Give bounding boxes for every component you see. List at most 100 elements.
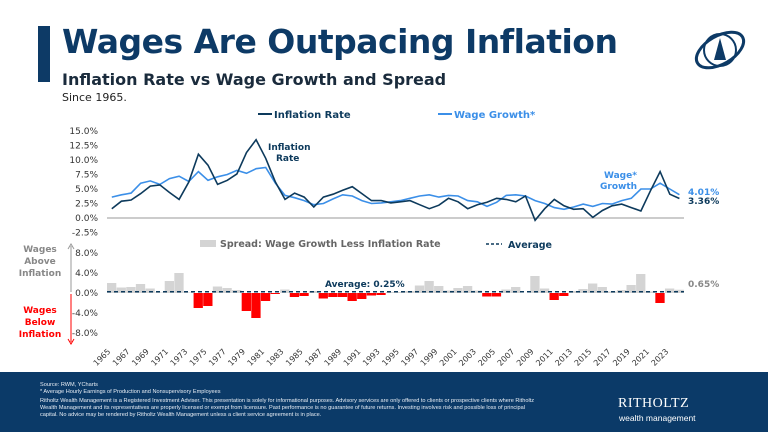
spread-bar [193, 293, 203, 308]
spread-bar [395, 292, 405, 293]
x-tick-label: 2019 [611, 347, 632, 368]
spread-bar [462, 286, 473, 293]
x-tick-label: 1969 [130, 347, 151, 368]
wages-above-label: Above [24, 257, 56, 267]
spread-bar [664, 288, 675, 293]
x-tick-label: 2005 [476, 347, 497, 368]
x-tick-label: 1993 [361, 347, 382, 368]
spread-last-label: 0.65% [688, 280, 719, 290]
spread-bar [337, 293, 348, 297]
spread-bar [318, 293, 328, 299]
footer: Source: RWM, YCharts * Average Hourly Ear… [0, 372, 768, 432]
spread-bar [107, 283, 117, 293]
disclaimer: Ritholtz Wealth Management is a Register… [40, 398, 535, 418]
x-tick-label: 1965 [92, 347, 113, 368]
inflation-annotation: Rate [276, 154, 299, 164]
wages-above-label: Inflation [19, 269, 61, 279]
x-tick-label: 1977 [207, 347, 228, 368]
spread-bar [116, 287, 126, 293]
spread-bar [655, 293, 665, 303]
x-tick-label: 1989 [323, 347, 344, 368]
x-tick-label: 2011 [534, 347, 555, 368]
spread-bar [183, 292, 194, 293]
x-tick-label: 1991 [342, 347, 363, 368]
y-tick-label: -4.0% [72, 309, 99, 319]
spread-bar [241, 293, 251, 311]
brand-subtitle: wealth management [619, 413, 696, 423]
x-tick-label: 2001 [438, 347, 459, 368]
wages-below-label: Below [25, 318, 56, 328]
spread-bar [366, 293, 377, 296]
x-tick-label: 2023 [650, 347, 671, 368]
y-tick-label: 12.5% [69, 142, 98, 152]
spread-bar [597, 287, 607, 293]
since-note: Since 1965. [62, 91, 127, 104]
footnote: * Average Hourly Earnings of Production … [40, 389, 221, 395]
spread-bar [539, 288, 550, 293]
x-tick-label: 1971 [149, 347, 170, 368]
y-tick-label: 5.0% [75, 185, 98, 195]
inflation-annotation: Inflation [268, 143, 310, 153]
down-arrow-icon [67, 338, 75, 345]
legend-average: Average [508, 240, 552, 251]
spread-bar [270, 293, 280, 294]
wages-above-label: Wages [23, 245, 57, 255]
legend-inflation: Inflation Rate [274, 110, 351, 121]
y-tick-label: 7.5% [75, 171, 98, 181]
spread-bar [174, 273, 184, 293]
x-tick-label: 1975 [188, 347, 209, 368]
x-tick-label: 2021 [630, 347, 651, 368]
brand-name: RITHOLTZ [618, 396, 690, 411]
x-tick-label: 2013 [553, 347, 574, 368]
x-tick-label: 1979 [226, 347, 247, 368]
spread-bar [491, 293, 502, 297]
spread-bar [126, 287, 136, 293]
chart-subtitle: Inflation Rate vs Wage Growth and Spread [62, 70, 447, 89]
wage-growth-line [111, 166, 680, 211]
spread-bar [203, 293, 213, 306]
y-tick-label: 8.0% [75, 249, 98, 259]
x-tick-label: 1967 [111, 347, 132, 368]
spread-bar [164, 281, 175, 293]
y-tick-label: 10.0% [69, 156, 98, 166]
x-tick-label: 2003 [457, 347, 478, 368]
wages-below-label: Wages [23, 306, 57, 316]
spread-bar [289, 293, 300, 297]
x-tick-label: 1997 [399, 347, 420, 368]
spread-bar [588, 283, 598, 293]
spread-bar [299, 293, 309, 296]
legend-spread: Spread: Wage Growth Less Inflation Rate [220, 239, 441, 250]
ritholtz-logo-icon [694, 30, 746, 70]
legend-wage: Wage Growth* [454, 110, 536, 121]
x-tick-label: 2007 [496, 347, 517, 368]
x-tick-label: 1973 [169, 347, 190, 368]
x-tick-label: 1999 [419, 347, 440, 368]
title-accent-bar [38, 26, 50, 82]
spread-bar [145, 288, 155, 293]
x-tick-label: 2009 [515, 347, 536, 368]
spread-bar [414, 285, 425, 293]
source-note: Source: RWM, YCharts [40, 382, 98, 388]
spread-bar [155, 292, 165, 293]
x-tick-label: 1983 [265, 347, 286, 368]
spread-bar [511, 287, 521, 293]
wage-annotation: Wage* [604, 171, 637, 181]
x-tick-label: 2017 [592, 347, 613, 368]
average-label: Average: 0.25% [325, 280, 405, 290]
y-tick-label: 0.0% [75, 214, 98, 224]
spread-bar [347, 293, 357, 301]
y-tick-label: -8.0% [72, 329, 99, 339]
spread-bar [328, 293, 338, 297]
wages-below-label: Inflation [19, 330, 61, 340]
spread-bar [568, 291, 579, 293]
wage-annotation: Growth [600, 182, 637, 192]
spread-bar [434, 286, 444, 293]
inflation-rate-line [111, 138, 680, 222]
spread-bar [453, 288, 463, 293]
spread-bar [376, 293, 386, 295]
chart: 15.0% 12.5% 10.0% 7.5% 5.0% 2.5% 0.0% -2.5% Infl… [19, 110, 719, 368]
spread-bar [626, 285, 636, 293]
y-tick-label: 0.0% [75, 289, 98, 299]
spread-bar [251, 293, 261, 318]
y-tick-label: 4.0% [75, 269, 98, 279]
